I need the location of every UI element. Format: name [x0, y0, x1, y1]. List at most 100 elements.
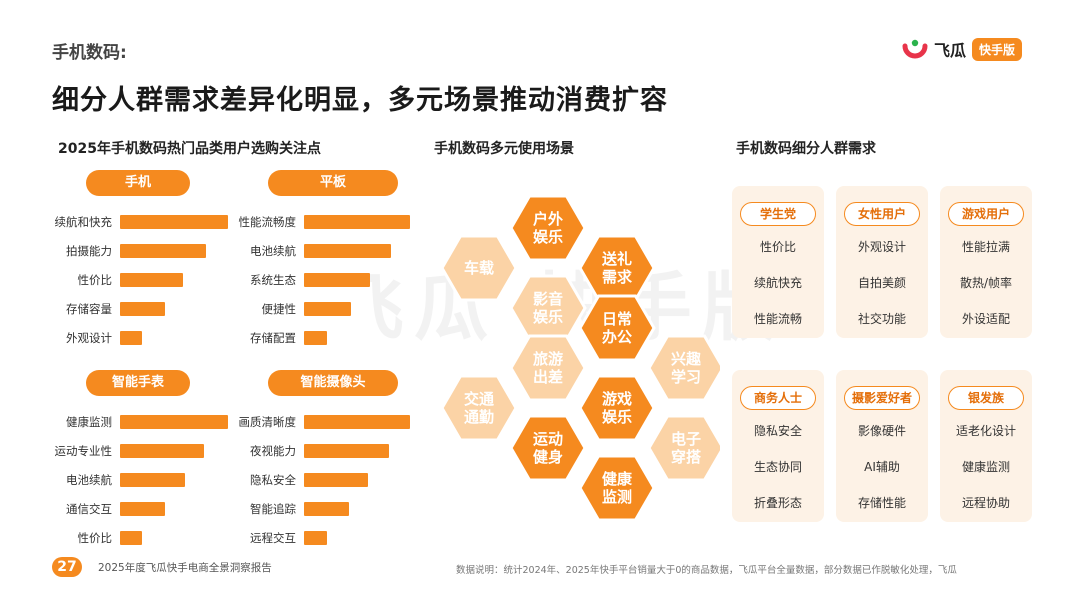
- data-source-note: 数据说明：统计2024年、2025年快手平台销量大于0的商品数据，飞瓜平台全量数…: [456, 565, 957, 576]
- left-panel-title: 2025年手机数码热门品类用户选购关注点: [58, 141, 321, 157]
- hex-shape: [578, 374, 656, 442]
- hex-label: 兴趣: [671, 350, 702, 368]
- report-name: 2025年度飞瓜快手电商全景洞察报告: [98, 562, 272, 574]
- page-title: 细分人群需求差异化明显，多元场景推动消费扩容: [52, 85, 668, 116]
- page-number: 27: [52, 557, 82, 577]
- logo-name: 飞瓜: [934, 41, 967, 60]
- crowd-need-item: 续航快充: [753, 276, 802, 290]
- brand-logo: 飞瓜 快手版: [902, 36, 1023, 62]
- crowd-tag: 商务人士: [740, 386, 816, 410]
- hex-shape: [509, 194, 587, 262]
- bar-category-label: 性能流畅度: [238, 215, 297, 229]
- hex-label: 电子: [671, 430, 701, 448]
- crowd-need-item: 隐私安全: [753, 424, 802, 438]
- hex-label: 日常: [602, 310, 632, 328]
- hex-label: 娱乐: [602, 408, 632, 426]
- crowd-need-item: 外观设计: [857, 240, 906, 254]
- bar-category-label: 拍摄能力: [66, 244, 112, 258]
- bar-mark: [304, 473, 368, 487]
- bar-category-label: 续航和快充: [54, 215, 113, 229]
- bar-mark: [120, 215, 228, 229]
- hex-shape: [647, 334, 720, 402]
- scenario-hex: 健康监测: [578, 454, 656, 520]
- bar-category-label: 电池续航: [250, 244, 296, 258]
- crowd-card: 商务人士 隐私安全 生态协同 折叠形态: [732, 370, 824, 522]
- hex-label: 穿搭: [671, 448, 701, 466]
- bar-category-label: 画质清晰度: [238, 415, 297, 429]
- hex-shape: [647, 414, 720, 482]
- crowd-need-item: 外设适配: [961, 312, 1010, 326]
- hex-label: 户外: [533, 210, 563, 228]
- bar-category-label: 远程交互: [250, 531, 296, 545]
- bar-mark: [304, 331, 327, 345]
- hex-label: 健康: [602, 470, 633, 488]
- hex-shape: [578, 454, 656, 520]
- crowd-card: 游戏用户性能拉满散热/帧率外设适配: [940, 186, 1032, 338]
- crowd-need-item: 适老化设计: [955, 424, 1016, 438]
- bar-mark: [120, 473, 185, 487]
- bar-mark: [120, 302, 165, 316]
- hex-label: 需求: [602, 268, 633, 286]
- bar-category-label: 存储配置: [250, 331, 296, 345]
- hex-label: 通勤: [464, 408, 494, 426]
- chart-title-pill: 手机: [86, 170, 190, 196]
- middle-panel-title: 手机数码多元使用场景: [434, 141, 574, 157]
- hex-label: 学习: [671, 368, 701, 386]
- hex-label: 车载: [464, 259, 494, 277]
- crowd-need-item: 自拍美颜: [857, 276, 906, 290]
- crowd-tag: 游戏用户: [948, 202, 1024, 226]
- bar-mark: [304, 244, 391, 258]
- hex-shape: [509, 334, 587, 402]
- crowd-need-item: 折叠形态: [753, 496, 802, 510]
- bar-category-label: 便捷性: [261, 302, 297, 316]
- hex-label: 交通: [464, 390, 494, 408]
- hex-label: 办公: [602, 328, 632, 346]
- crowd-need-item: 远程协助: [961, 496, 1010, 510]
- crowd-need-item: 社交功能: [857, 312, 906, 326]
- hex-shape: [440, 234, 518, 302]
- bar-mark: [120, 273, 183, 287]
- bar-mark: [120, 415, 228, 429]
- crowd-need-item: 散热/帧率: [959, 276, 1013, 290]
- bar-category-label: 存储容量: [66, 302, 112, 316]
- bar-category-label: 隐私安全: [250, 473, 296, 487]
- hex-label: 娱乐: [533, 228, 563, 246]
- crowd-tag: 女性用户: [844, 202, 920, 226]
- bar-mark: [120, 531, 142, 545]
- chart-title-pill: 智能摄像头: [268, 370, 398, 396]
- bar-category-label: 性价比: [77, 531, 113, 545]
- bar-mark: [304, 531, 327, 545]
- chart-title-pill: 平板: [268, 170, 398, 196]
- bar-mark: [120, 502, 165, 516]
- bar-mark: [304, 415, 410, 429]
- crowd-need-item: 性能拉满: [961, 240, 1010, 254]
- hex-shape: [578, 294, 656, 362]
- hex-label: 健身: [533, 448, 563, 466]
- bar-mark: [304, 273, 370, 287]
- bar-category-label: 健康监测: [66, 415, 112, 429]
- hex-label: 旅游: [533, 350, 563, 368]
- logo-badge: 快手版: [972, 37, 1023, 61]
- right-panel-title: 手机数码细分人群需求: [736, 141, 876, 157]
- hex-label: 游戏: [602, 390, 632, 408]
- bar-category-label: 系统生态: [250, 273, 296, 287]
- crowd-need-item: 影像硬件: [857, 424, 906, 438]
- crowd-card: 女性用户外观设计自拍美颜社交功能: [836, 186, 928, 338]
- bar-category-label: 性价比: [77, 273, 113, 287]
- bar-mark: [304, 302, 351, 316]
- crowd-tag: 银发族: [948, 386, 1024, 410]
- melon-logo-icon: [902, 39, 928, 59]
- crowd-card: 摄影爱好者 影像硬件 AI辅助 存储性能: [836, 370, 928, 522]
- bar-category-label: 夜视能力: [250, 444, 296, 458]
- hex-label: 出差: [533, 368, 563, 386]
